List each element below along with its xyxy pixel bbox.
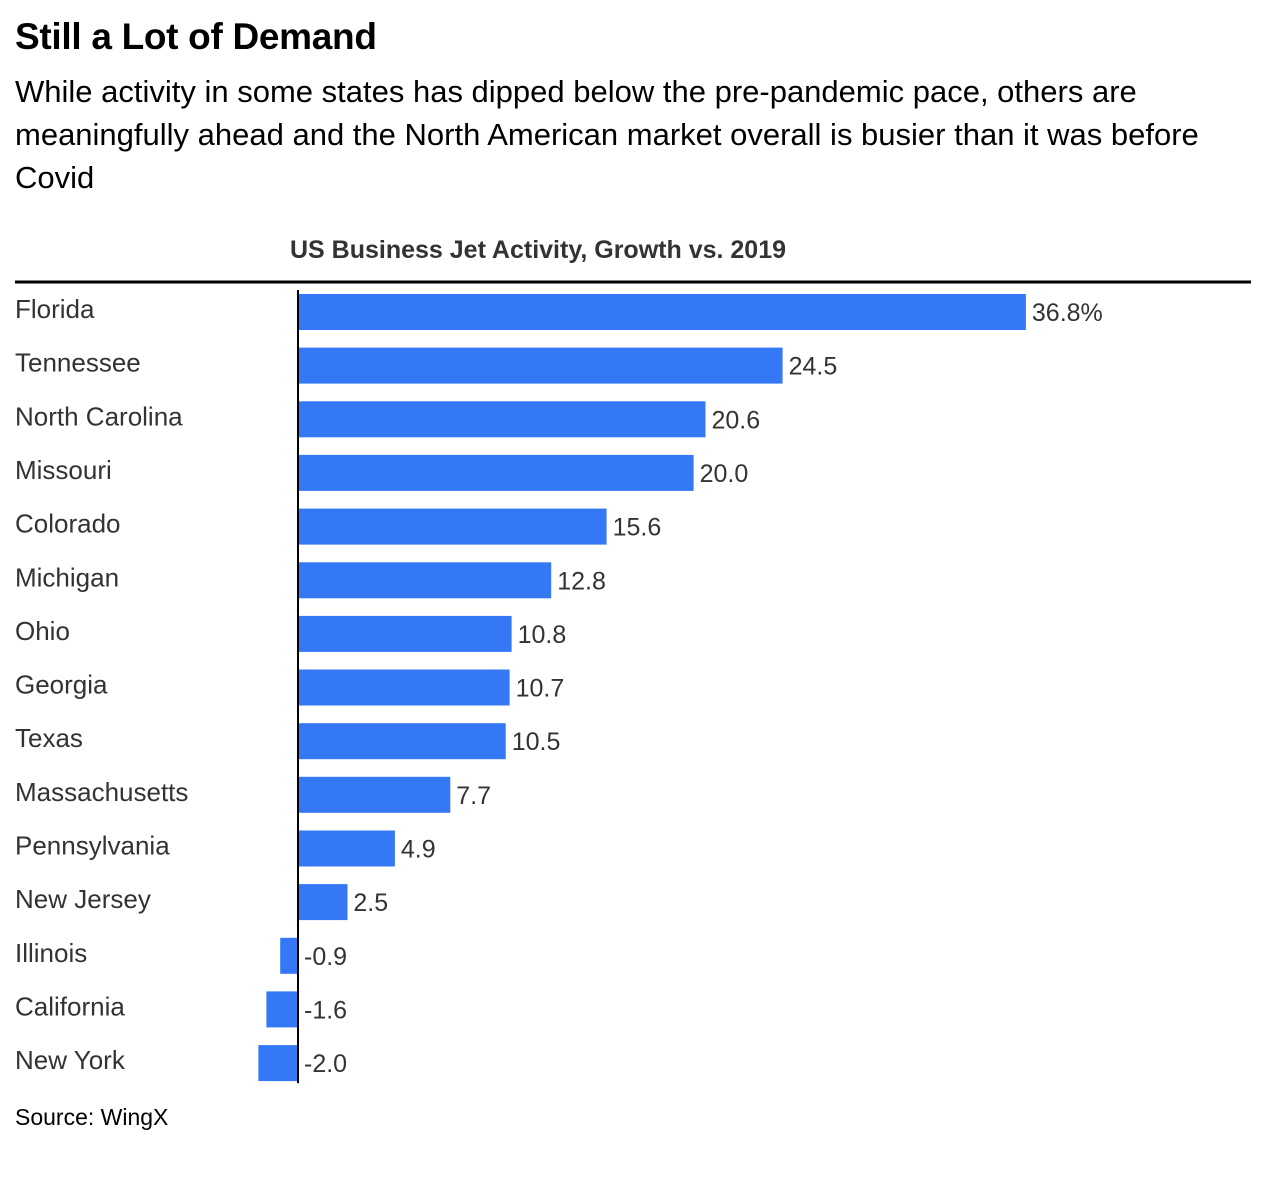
value-label-georgia: 10.7 bbox=[516, 675, 565, 703]
bar-tennessee bbox=[298, 347, 783, 384]
value-label-illinois: -0.9 bbox=[304, 943, 347, 971]
bar-california bbox=[266, 991, 298, 1028]
value-label-california: -1.6 bbox=[304, 996, 347, 1024]
category-label-ohio: Ohio bbox=[15, 616, 70, 646]
category-label-pennsylvania: Pennsylvania bbox=[15, 831, 170, 861]
category-label-new-jersey: New Jersey bbox=[15, 884, 151, 914]
category-label-california: California bbox=[15, 991, 125, 1021]
value-label-colorado: 15.6 bbox=[613, 514, 662, 542]
value-label-massachusetts: 7.7 bbox=[456, 782, 491, 810]
value-label-missouri: 20.0 bbox=[700, 460, 749, 488]
category-label-florida: Florida bbox=[15, 294, 95, 324]
value-label-florida: 36.8% bbox=[1032, 299, 1103, 327]
bar-florida bbox=[298, 294, 1026, 330]
value-label-michigan: 12.8 bbox=[557, 567, 606, 595]
category-label-new-york: New York bbox=[15, 1045, 126, 1075]
bar-chart: Florida 36.8% Tennessee 24.5 North Carolina 2… bbox=[15, 280, 1251, 1084]
bar-michigan bbox=[298, 562, 552, 599]
chart-subtitle: While activity in some states has dipped… bbox=[15, 74, 1199, 195]
bars-layer bbox=[258, 294, 1026, 1082]
category-label-texas: Texas bbox=[15, 723, 83, 753]
value-label-pennsylvania: 4.9 bbox=[401, 836, 436, 864]
category-label-missouri: Missouri bbox=[15, 455, 112, 485]
bar-missouri bbox=[298, 454, 694, 491]
value-label-ohio: 10.8 bbox=[518, 621, 567, 649]
source-note: Source: WingX bbox=[15, 1104, 169, 1130]
category-label-tennessee: Tennessee bbox=[15, 348, 141, 378]
chart-axis-title: US Business Jet Activity, Growth vs. 201… bbox=[289, 236, 787, 264]
bar-pennsylvania bbox=[298, 830, 395, 867]
category-label-north-carolina: North Carolina bbox=[15, 401, 183, 431]
bar-north-carolina bbox=[298, 401, 706, 438]
value-label-texas: 10.5 bbox=[512, 728, 561, 756]
labels-layer: Florida 36.8% Tennessee 24.5 North Carolina 2… bbox=[15, 294, 1103, 1078]
category-label-georgia: Georgia bbox=[15, 670, 108, 700]
bar-colorado bbox=[298, 508, 607, 545]
bar-new-york bbox=[258, 1045, 298, 1082]
value-label-new-york: -2.0 bbox=[304, 1050, 347, 1078]
bar-texas bbox=[298, 723, 506, 760]
bar-georgia bbox=[298, 669, 510, 706]
category-label-colorado: Colorado bbox=[15, 509, 121, 539]
chart-title-headline: Still a Lot of Demand bbox=[15, 16, 377, 57]
category-label-illinois: Illinois bbox=[15, 938, 87, 968]
value-label-north-carolina: 20.6 bbox=[712, 406, 761, 434]
value-label-new-jersey: 2.5 bbox=[353, 889, 388, 917]
bar-massachusetts bbox=[298, 776, 451, 813]
value-label-tennessee: 24.5 bbox=[789, 353, 838, 381]
bar-new-jersey bbox=[298, 884, 348, 921]
bar-illinois bbox=[280, 937, 298, 974]
bar-ohio bbox=[298, 615, 512, 652]
category-label-michigan: Michigan bbox=[15, 562, 119, 592]
category-label-massachusetts: Massachusetts bbox=[15, 777, 188, 807]
